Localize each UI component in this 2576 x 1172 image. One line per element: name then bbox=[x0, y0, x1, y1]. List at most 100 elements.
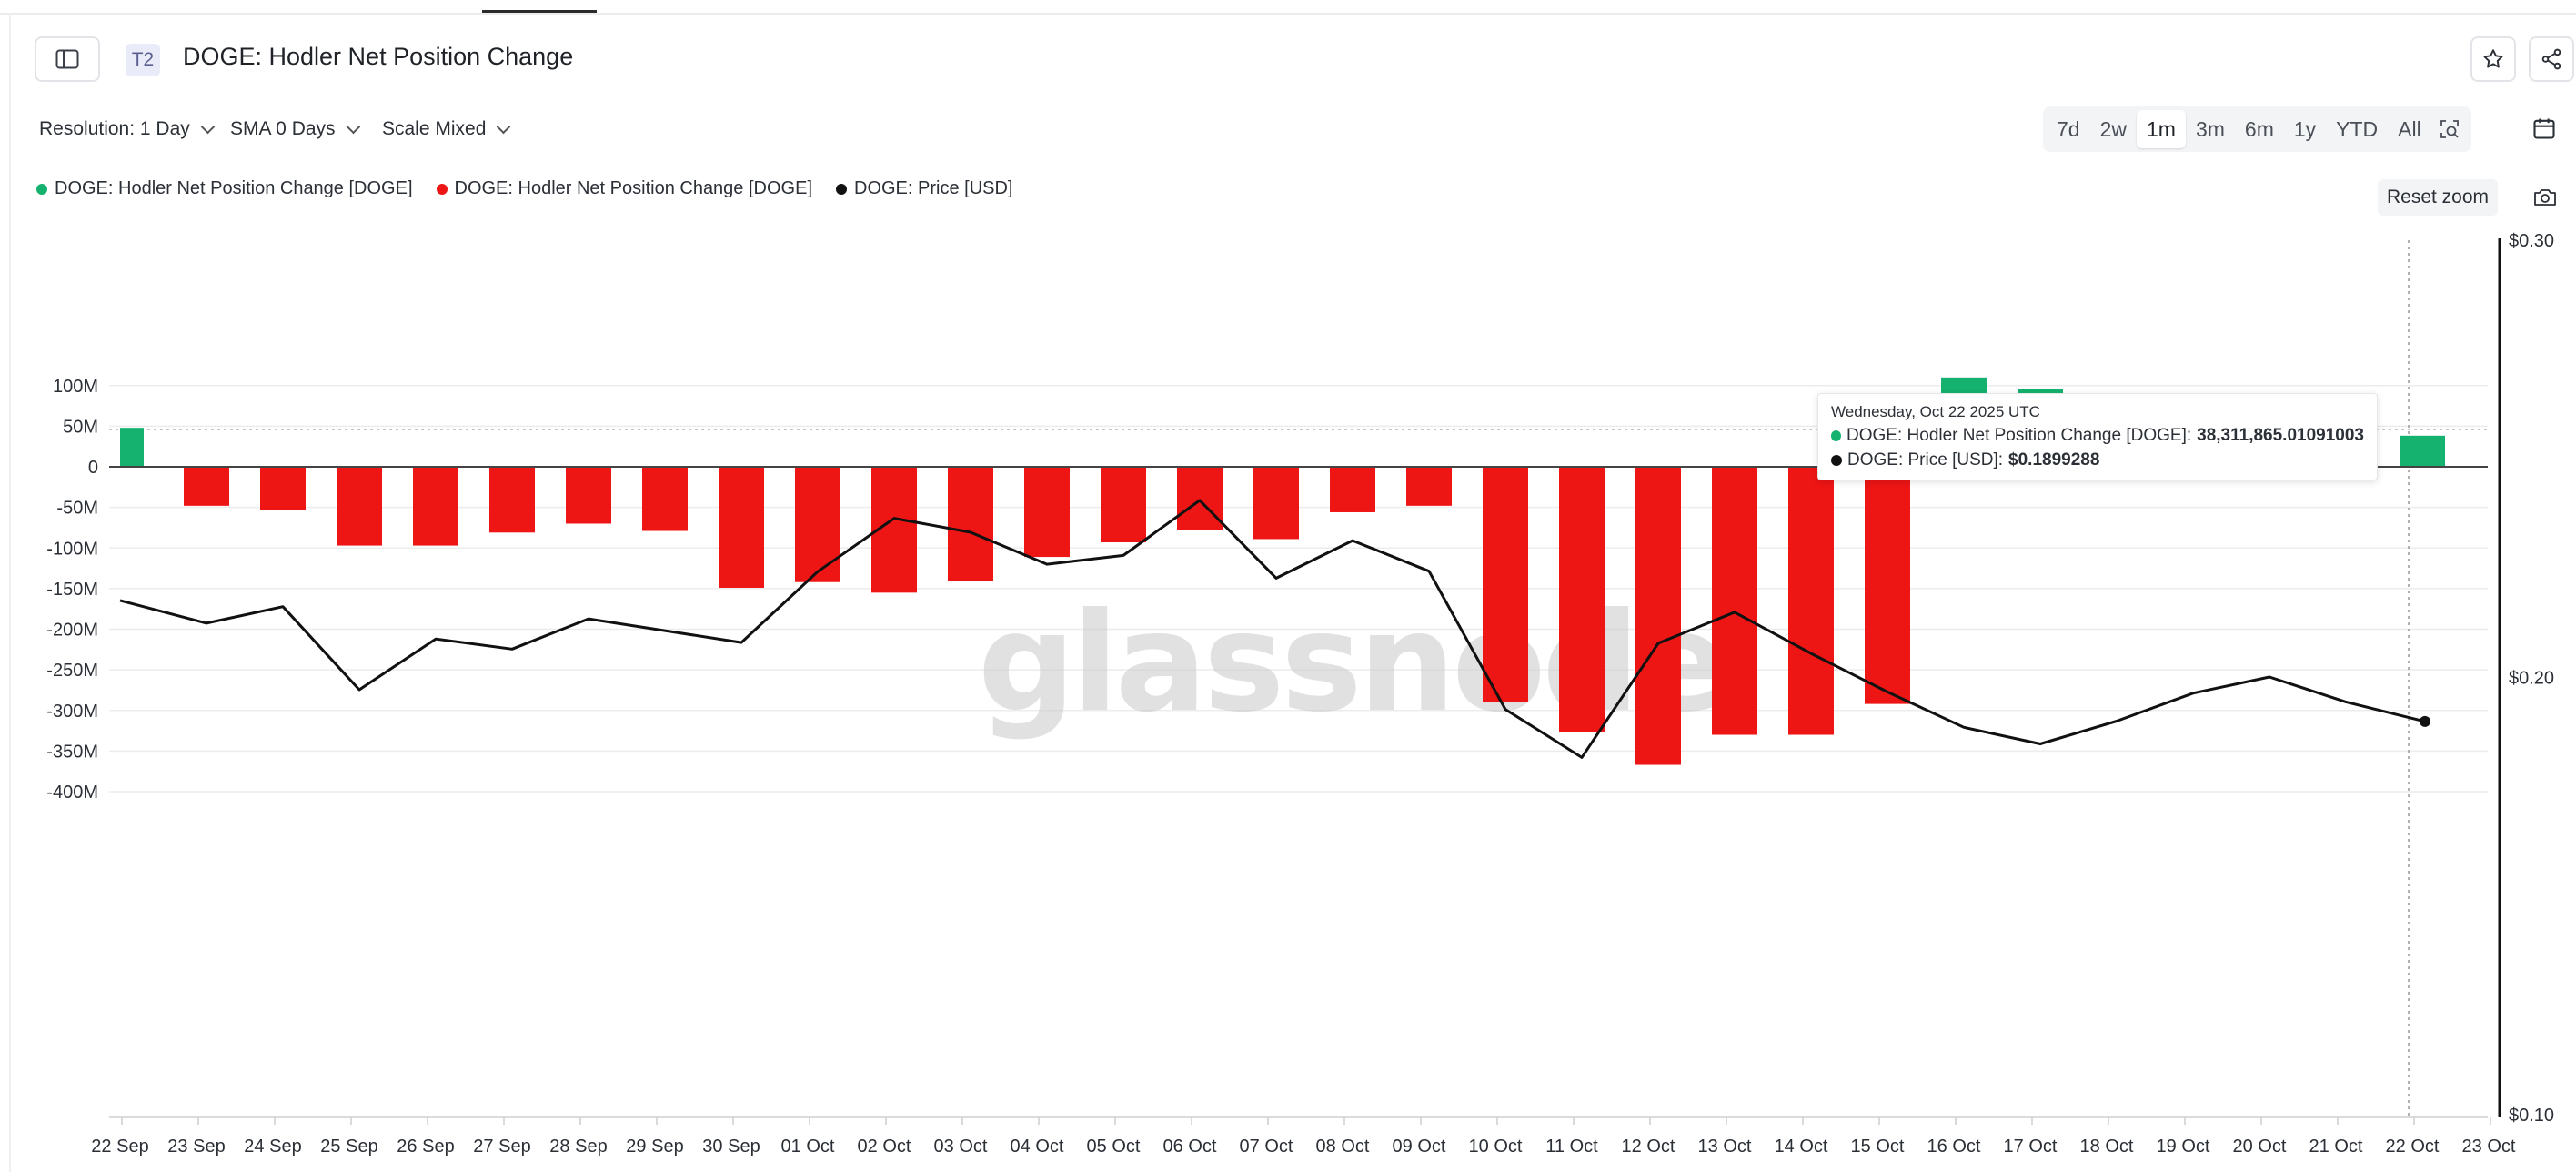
y-axis-tick-label: -150M bbox=[46, 580, 98, 600]
legend-dot bbox=[36, 183, 47, 195]
sma-label: SMA 0 Days bbox=[230, 118, 336, 139]
zoom-select-button[interactable] bbox=[2431, 110, 2468, 148]
favorite-button[interactable] bbox=[2470, 36, 2516, 82]
range-2w[interactable]: 2w bbox=[2099, 117, 2127, 141]
sma-dropdown[interactable]: SMA 0 Days bbox=[230, 118, 360, 140]
range-all[interactable]: All bbox=[2398, 117, 2421, 141]
legend-dot bbox=[436, 183, 448, 195]
x-axis-tick-label: 11 Oct bbox=[1545, 1137, 1598, 1157]
range-1m[interactable]: 1m bbox=[2137, 110, 2186, 148]
screenshot-button[interactable] bbox=[2531, 184, 2560, 211]
bar-negative bbox=[795, 467, 840, 582]
bar-negative bbox=[1024, 467, 1070, 558]
range-1y[interactable]: 1y bbox=[2293, 117, 2317, 141]
x-axis-tick-label: 22 Oct bbox=[2386, 1137, 2440, 1157]
y-axis-tick-label: -400M bbox=[46, 783, 98, 803]
tooltip-row-price: DOGE: Price [USD]: $0.1899288 bbox=[1831, 450, 2364, 470]
right-axis-tick-label: $0.10 bbox=[2509, 1106, 2554, 1126]
legend-item-negative[interactable]: DOGE: Hodler Net Position Change [DOGE] bbox=[436, 178, 813, 199]
bar-positive bbox=[120, 428, 144, 467]
x-axis-tick-label: 18 Oct bbox=[2080, 1137, 2134, 1157]
bar-negative bbox=[1559, 467, 1605, 732]
bar-negative bbox=[566, 467, 611, 524]
top-border bbox=[0, 13, 2576, 15]
bar-negative bbox=[1177, 467, 1223, 530]
range-3m[interactable]: 3m bbox=[2195, 117, 2225, 141]
bar-negative bbox=[260, 467, 306, 510]
resolution-dropdown[interactable]: Resolution: 1 Day bbox=[39, 118, 216, 140]
x-axis-tick-label: 26 Sep bbox=[397, 1137, 454, 1157]
x-axis-tick-label: 20 Oct bbox=[2233, 1137, 2287, 1157]
bar-positive bbox=[2400, 435, 2445, 467]
x-axis-tick-label: 23 Oct bbox=[2462, 1137, 2516, 1157]
bar-negative bbox=[642, 467, 688, 531]
reset-zoom-button[interactable]: Reset zoom bbox=[2378, 179, 2498, 216]
chart-legend: DOGE: Hodler Net Position Change [DOGE] … bbox=[36, 178, 1012, 199]
price-line bbox=[119, 499, 2426, 759]
bar-negative bbox=[1330, 467, 1375, 512]
resolution-label: Resolution: 1 Day bbox=[39, 118, 190, 139]
x-axis-tick-label: 15 Oct bbox=[1851, 1137, 1905, 1157]
page-title: DOGE: Hodler Net Position Change bbox=[183, 43, 574, 70]
sidebar-toggle-button[interactable] bbox=[35, 36, 100, 82]
tooltip-label: DOGE: Price [USD]: bbox=[1847, 450, 2004, 470]
time-range-selector: 7d 2w 1m 3m 6m 1y YTD All bbox=[2043, 106, 2471, 152]
x-axis-tick-label: 01 Oct bbox=[781, 1137, 835, 1157]
tooltip-date: Wednesday, Oct 22 2025 UTC bbox=[1831, 403, 2040, 420]
tooltip-row-hodler: DOGE: Hodler Net Position Change [DOGE]:… bbox=[1831, 426, 2364, 446]
sidebar-icon bbox=[55, 49, 79, 69]
range-7d[interactable]: 7d bbox=[2057, 117, 2080, 141]
watermark: glassnode bbox=[978, 584, 1726, 743]
legend-label: DOGE: Hodler Net Position Change [DOGE] bbox=[454, 178, 813, 198]
scale-dropdown[interactable]: Scale Mixed bbox=[382, 118, 511, 140]
bar-negative bbox=[413, 467, 458, 546]
x-axis-tick-label: 12 Oct bbox=[1622, 1137, 1675, 1157]
bar-negative bbox=[719, 467, 764, 588]
x-axis-tick-label: 06 Oct bbox=[1163, 1137, 1217, 1157]
date-picker-button[interactable] bbox=[2529, 113, 2560, 144]
x-axis-tick-label: 16 Oct bbox=[1927, 1137, 1981, 1157]
bar-negative bbox=[1483, 467, 1528, 702]
chart-tooltip: Wednesday, Oct 22 2025 UTC DOGE: Hodler … bbox=[1817, 393, 2378, 480]
bar-negative bbox=[1101, 467, 1146, 543]
legend-label: DOGE: Price [USD] bbox=[854, 178, 1013, 198]
y-axis-tick-label: -100M bbox=[46, 539, 98, 559]
bar-negative bbox=[1788, 467, 1834, 735]
zoom-select-icon bbox=[2440, 120, 2459, 138]
left-border bbox=[9, 13, 11, 1172]
x-axis-tick-label: 21 Oct bbox=[2309, 1137, 2363, 1157]
x-axis-tick-label: 27 Sep bbox=[473, 1137, 530, 1157]
right-axis-tick-label: $0.30 bbox=[2509, 231, 2554, 251]
axes: 100M 50M 0 -50M -100M -150M -200M -250M -300M -35… bbox=[46, 231, 2554, 1157]
active-tab-indicator bbox=[482, 10, 597, 13]
y-axis-tick-label: -350M bbox=[46, 742, 98, 762]
bar-negative bbox=[1406, 467, 1452, 506]
bar-negative bbox=[948, 467, 993, 581]
tier-badge: T2 bbox=[126, 44, 160, 76]
range-ytd[interactable]: YTD bbox=[2336, 117, 2379, 141]
x-axis-tick-label: 10 Oct bbox=[1469, 1137, 1523, 1157]
bar-negative bbox=[1253, 467, 1299, 540]
calendar-icon bbox=[2533, 118, 2555, 139]
share-button[interactable] bbox=[2529, 36, 2574, 82]
y-axis-tick-label: 100M bbox=[53, 377, 98, 397]
legend-item-positive[interactable]: DOGE: Hodler Net Position Change [DOGE] bbox=[36, 178, 413, 199]
y-axis-tick-label: -300M bbox=[46, 702, 98, 722]
star-icon bbox=[2483, 49, 2503, 68]
tooltip-dot bbox=[1831, 455, 1842, 466]
x-axis-tick-label: 28 Sep bbox=[549, 1137, 607, 1157]
x-axis-tick-label: 30 Sep bbox=[702, 1137, 760, 1157]
bar-negative bbox=[337, 467, 382, 546]
y-axis-tick-label: -50M bbox=[56, 499, 98, 519]
x-axis-tick-label: 17 Oct bbox=[2004, 1137, 2058, 1157]
x-axis-tick-label: 14 Oct bbox=[1775, 1137, 1828, 1157]
legend-item-price[interactable]: DOGE: Price [USD] bbox=[836, 178, 1012, 199]
bar-negative bbox=[1635, 467, 1681, 765]
range-6m[interactable]: 6m bbox=[2244, 117, 2274, 141]
x-axis-tick-label: 19 Oct bbox=[2157, 1137, 2210, 1157]
bar-negative bbox=[184, 467, 229, 506]
x-axis-tick-label: 25 Sep bbox=[320, 1137, 377, 1157]
tooltip-value: 38,311,865.01091003 bbox=[2197, 426, 2364, 445]
x-axis-tick-label: 22 Sep bbox=[91, 1137, 148, 1157]
